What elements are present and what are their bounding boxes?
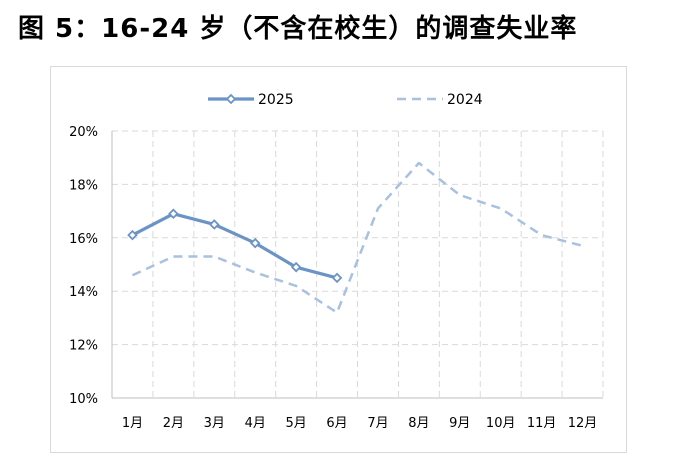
x-tick-label: 1月 bbox=[122, 416, 143, 431]
y-tick-label: 20% bbox=[69, 125, 98, 140]
axes bbox=[111, 131, 603, 399]
y-tick-label: 12% bbox=[69, 339, 98, 354]
chart-title: 图 5：16-24 岁（不含在校生）的调查失业率 bbox=[18, 14, 578, 44]
x-tick-label: 2月 bbox=[163, 416, 184, 431]
legend-label-2024: 2024 bbox=[447, 92, 483, 108]
data-point-2025 bbox=[168, 208, 179, 220]
series-lines bbox=[127, 161, 583, 314]
y-tick-label: 14% bbox=[69, 285, 98, 300]
data-point-2025 bbox=[331, 272, 343, 284]
x-tick-label: 11月 bbox=[527, 416, 557, 431]
data-point-2025 bbox=[209, 219, 220, 230]
data-point-2025 bbox=[127, 229, 138, 241]
data-point-2025 bbox=[290, 261, 302, 273]
x-tick-label: 4月 bbox=[245, 416, 266, 431]
legend: 2025 2024 bbox=[208, 92, 483, 108]
x-tick-label: 12月 bbox=[568, 416, 598, 431]
x-tick-label: 6月 bbox=[326, 416, 347, 431]
legend-label-2025: 2025 bbox=[258, 92, 294, 108]
x-tick-label: 10月 bbox=[486, 416, 516, 431]
x-tick-label: 5月 bbox=[285, 416, 306, 431]
y-tick-label: 10% bbox=[69, 392, 98, 407]
tick-labels: 10% 12% 14% 16% 18% 20% 1月 2月 3月 4月 5月 6月 7月 8月 9月 10月 1… bbox=[69, 125, 597, 431]
x-tick-label: 3月 bbox=[204, 416, 225, 431]
chart-frame bbox=[50, 66, 627, 453]
grid-lines bbox=[112, 130, 604, 398]
legend-marker-2025 bbox=[225, 93, 237, 105]
data-point-2025 bbox=[249, 237, 261, 249]
x-tick-label: 8月 bbox=[408, 416, 429, 431]
series-line-2024 bbox=[131, 161, 583, 314]
y-tick-label: 18% bbox=[69, 178, 98, 193]
x-tick-label: 9月 bbox=[449, 416, 470, 431]
y-tick-label: 16% bbox=[69, 232, 98, 247]
x-tick-label: 7月 bbox=[367, 416, 388, 431]
series-line-2025 bbox=[131, 212, 338, 280]
